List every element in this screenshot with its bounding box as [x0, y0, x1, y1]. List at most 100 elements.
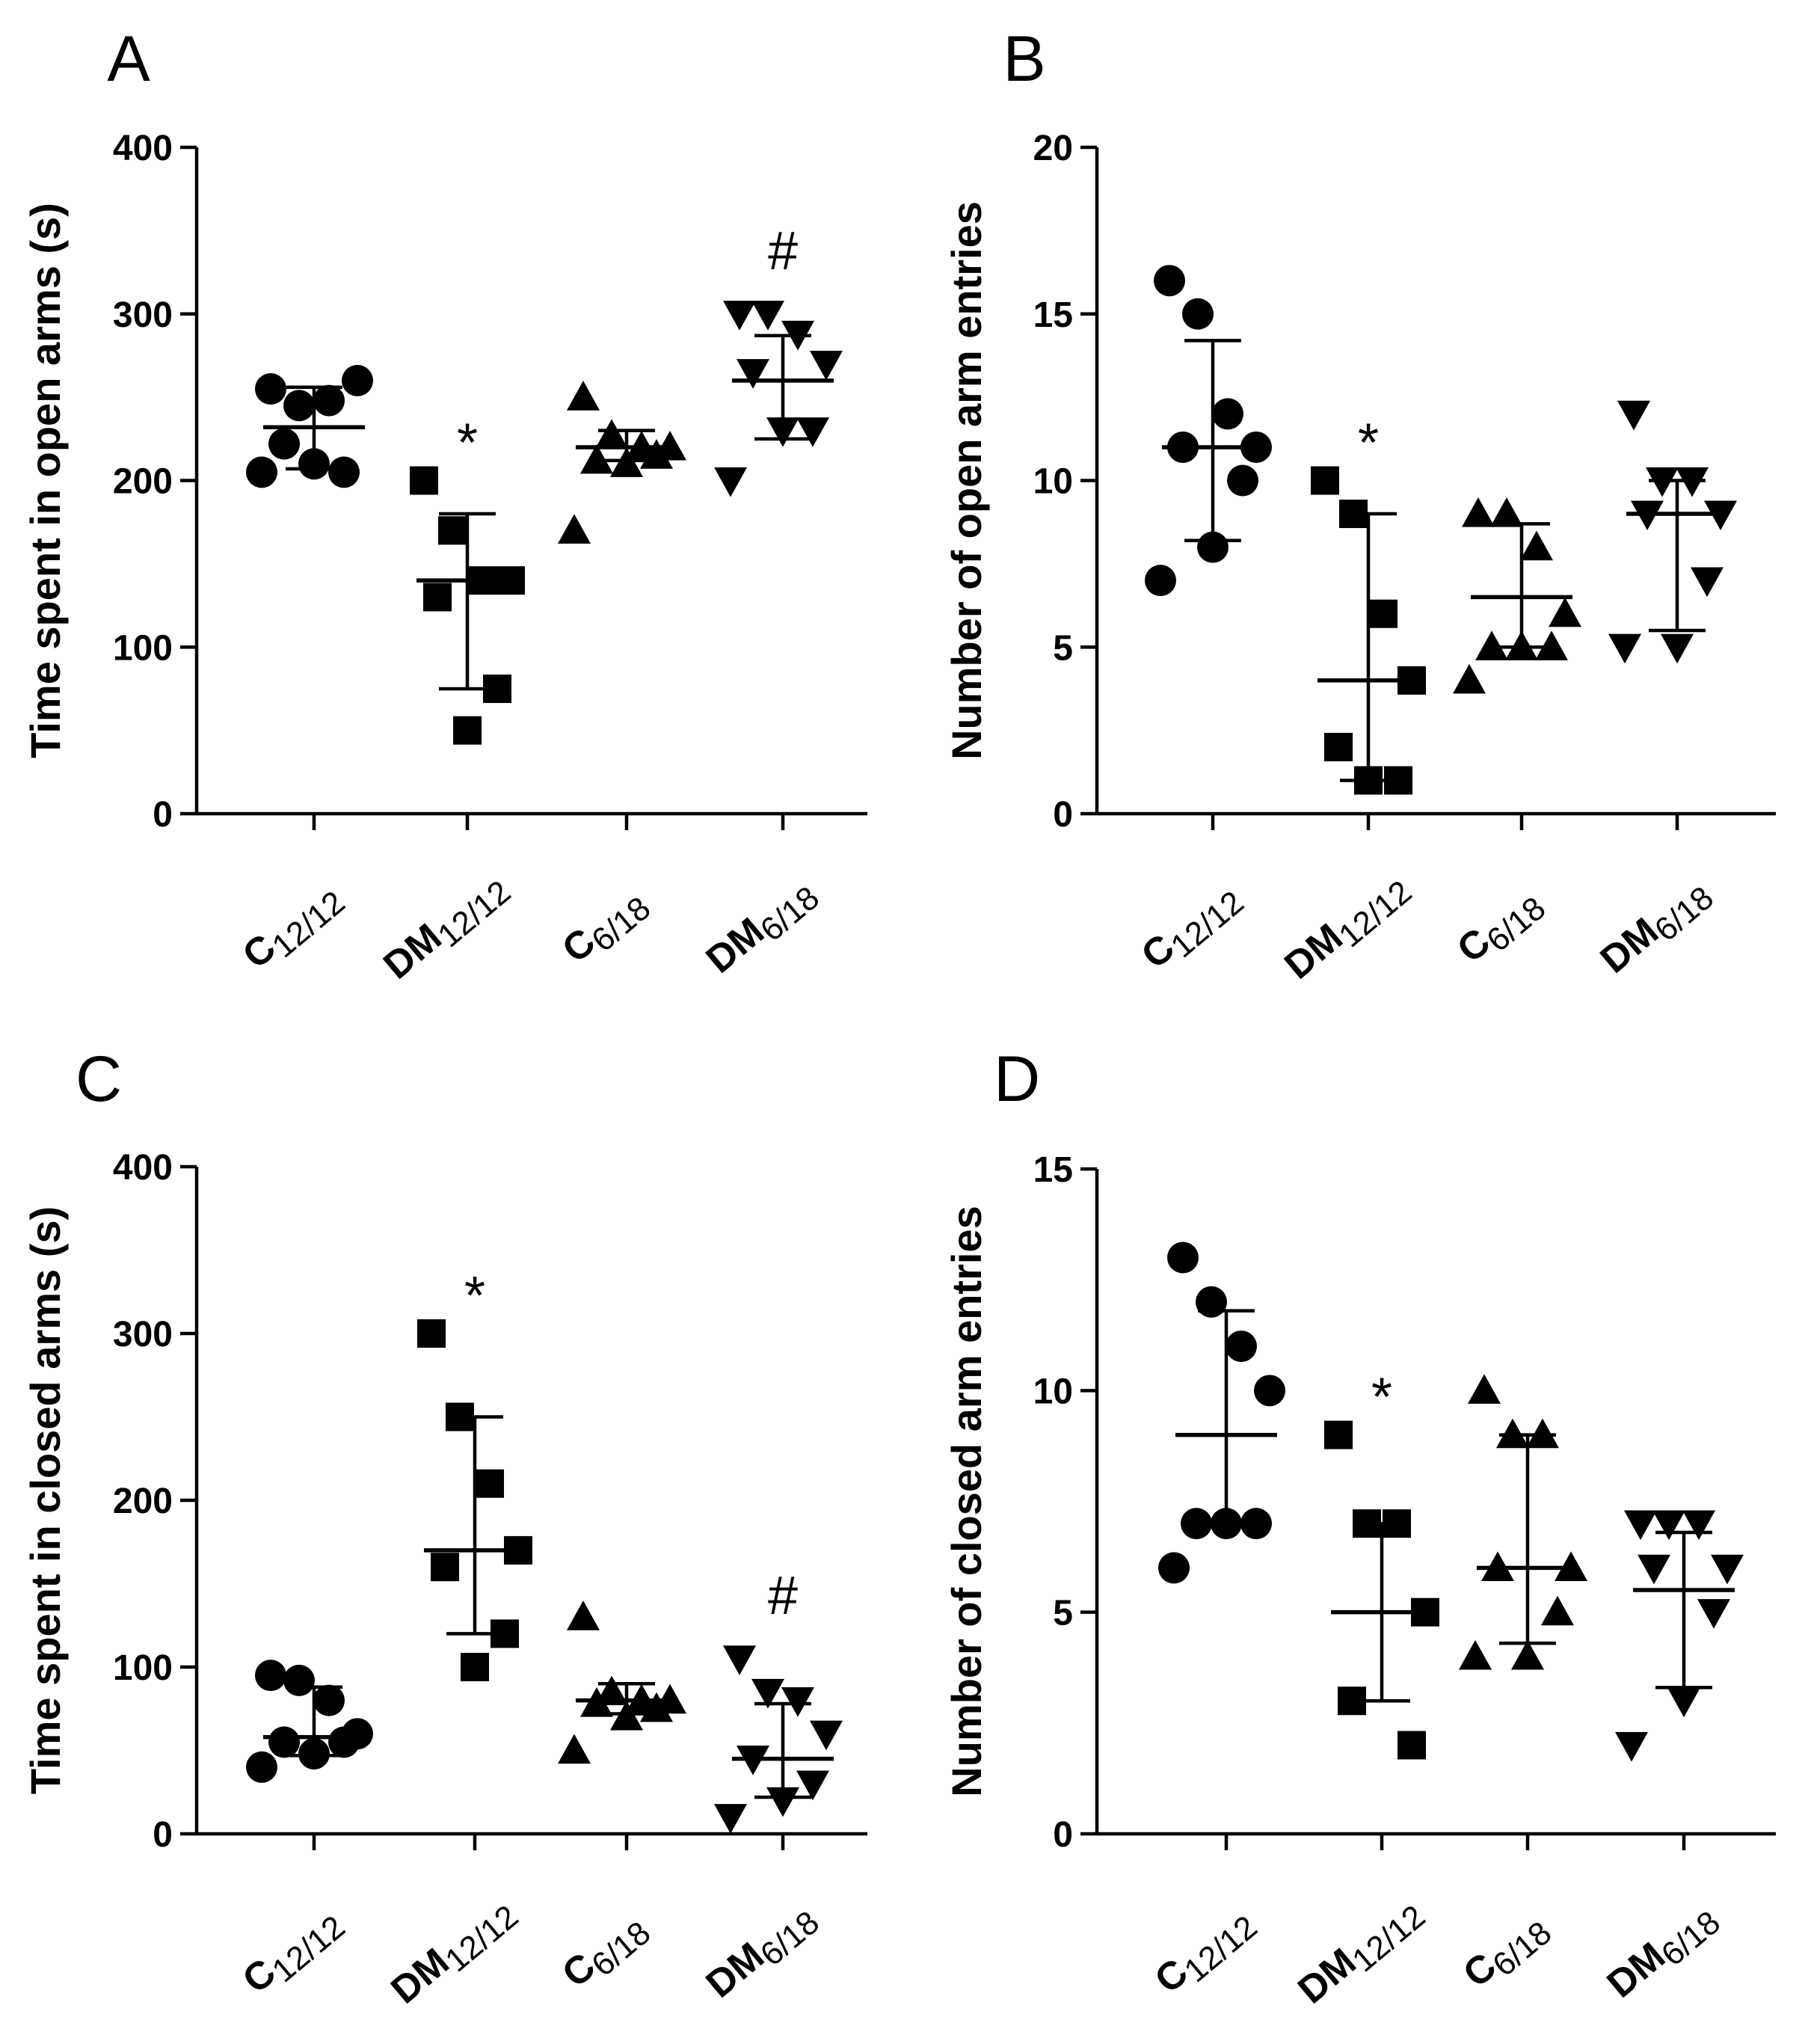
data-point [255, 372, 286, 405]
significance-mark: # [768, 221, 798, 281]
data-point [1608, 633, 1641, 664]
data-point [1617, 400, 1650, 431]
data-point [283, 1664, 315, 1696]
data-point [595, 419, 628, 449]
y-tick-label: 15 [1033, 295, 1073, 335]
data-point [1468, 1374, 1501, 1404]
data-point [1453, 663, 1486, 694]
x-tick-label-sub: 12/12 [265, 884, 352, 965]
data-point [255, 1660, 286, 1692]
data-point [268, 428, 300, 460]
data-point [751, 301, 784, 331]
panel-a: A 0 100 200 300 400 Time spent in open arms (s… [22, 23, 867, 993]
x-tick-label: C6/18 [1455, 1903, 1558, 2001]
series-DM12/12: * [1311, 414, 1426, 795]
data-point [810, 350, 843, 381]
data-point [423, 583, 452, 612]
data-point [1535, 630, 1568, 660]
panel-letter: A [107, 23, 150, 95]
data-point [1638, 1554, 1670, 1585]
data-point [417, 1319, 446, 1348]
data-point [1154, 265, 1185, 297]
data-point [567, 381, 600, 411]
series-C6/18 [1459, 1374, 1587, 1670]
x-tick-label: DM12/12 [375, 862, 517, 993]
series-C12/12 [1158, 1242, 1285, 1584]
data-point [1520, 530, 1553, 561]
series-C6/18 [558, 1600, 686, 1764]
x-tick-label: C12/12 [235, 1897, 352, 2007]
data-point [1549, 597, 1581, 627]
y-tick-label: 0 [153, 1815, 173, 1855]
data-point [268, 1726, 300, 1758]
data-point [580, 444, 613, 474]
y-tick-label: 200 [113, 462, 173, 502]
x-tick-label-sub: 12/12 [438, 1898, 525, 1979]
data-point [1615, 1731, 1648, 1762]
x-tick-label: C12/12 [235, 873, 352, 983]
data-point [246, 456, 277, 488]
y-tick-label: 400 [113, 1148, 173, 1188]
data-point [431, 1553, 459, 1582]
panel-b: B 0 5 10 15 20 Number of open arm entries C12/1… [943, 23, 1776, 993]
data-point [1324, 1420, 1353, 1449]
data-point [1711, 1554, 1744, 1585]
data-point [595, 1675, 628, 1706]
data-point [714, 1804, 747, 1834]
data-point [1652, 1510, 1685, 1541]
y-tick-label: 10 [1033, 462, 1073, 502]
x-tick-label: DM12/12 [1276, 862, 1418, 993]
data-point [796, 1770, 829, 1801]
x-tick-label: DM6/18 [1593, 868, 1721, 987]
y-tick-label: 200 [113, 1482, 173, 1521]
y-tick-label: 5 [1053, 628, 1073, 668]
data-point [810, 1720, 843, 1751]
data-point [328, 1726, 360, 1758]
data-point [410, 466, 438, 495]
series-C12/12 [246, 1660, 373, 1783]
data-point [328, 456, 360, 488]
y-axis-title: Number of open arm entries [943, 201, 990, 760]
data-point [1667, 1687, 1700, 1718]
panel-letter: C [76, 1043, 122, 1115]
data-point [796, 417, 829, 447]
y-tick-label: 15 [1033, 1150, 1073, 1190]
data-point [781, 1687, 814, 1717]
data-point [1145, 565, 1176, 597]
y-tick-label: 10 [1033, 1372, 1073, 1411]
series-DM12/12: * [417, 1266, 532, 1681]
data-point [1227, 464, 1258, 497]
data-point [1226, 1331, 1257, 1363]
data-point [610, 1700, 643, 1731]
data-point [737, 359, 769, 389]
data-point [1182, 298, 1214, 330]
data-point [438, 516, 467, 545]
data-point [1369, 599, 1397, 628]
y-axis-title: Time spent in closed arms (s) [22, 1206, 69, 1794]
data-point [283, 390, 315, 422]
x-tick-label-sub: 12/12 [1164, 884, 1251, 965]
data-point [1682, 1510, 1715, 1541]
y-axis-title: Number of closed arm entries [943, 1206, 990, 1796]
panel-d: D 0 5 10 15 Number of closed arm entries C12/1… [943, 1043, 1776, 2013]
data-point [1240, 1508, 1272, 1540]
data-point [723, 1645, 756, 1675]
series-DM6/18 [1608, 400, 1737, 664]
series-DM6/18: # [714, 1566, 843, 1834]
data-point [1254, 1375, 1285, 1407]
series-DM6/18: # [714, 221, 843, 497]
series-DM6/18 [1615, 1510, 1744, 1762]
x-tick-label: DM6/18 [698, 868, 826, 987]
data-point [1196, 1286, 1227, 1318]
x-tick-label: C6/18 [554, 879, 657, 977]
data-point [342, 364, 373, 396]
x-tick-label: C6/18 [1449, 879, 1552, 977]
significance-mark: * [1371, 1368, 1392, 1428]
x-tick-label-sub: 12/12 [1345, 1898, 1432, 1979]
panel-c: C 0 100 200 300 400 Time spent in closed arms … [22, 1043, 867, 2013]
data-point [313, 1684, 345, 1716]
data-point [558, 1734, 591, 1764]
data-point [766, 1787, 799, 1817]
data-point [714, 467, 747, 497]
